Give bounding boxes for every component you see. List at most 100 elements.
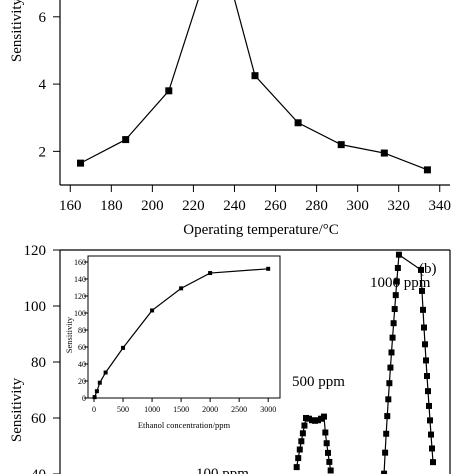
- pulse-1000ppm-point: [386, 380, 393, 387]
- panel-b-label: (b): [419, 261, 437, 277]
- panel-b-y-tick-label: 120: [24, 243, 47, 259]
- pulse-1000ppm-point: [423, 357, 429, 364]
- panel-a-x-tick-label: 220: [182, 198, 205, 214]
- panel-a: 160 180 200 220 240 260 280 300 320 340 2 4 6 Operat…: [9, 0, 451, 238]
- inset-chart: 0 500 1000 1500 2000 2500 3000 0 20 40 60 80 100 120 1…: [64, 255, 281, 430]
- pulse-1000ppm-point: [392, 292, 399, 299]
- panel-a-data-point: [77, 159, 85, 167]
- panel-a-x-tick-label: 340: [428, 198, 451, 214]
- pulse-500ppm-point: [325, 449, 331, 456]
- pulse-1000ppm-point: [384, 413, 391, 420]
- inset-data-point: [97, 380, 102, 385]
- panel-b-y-tick-label: 100: [24, 299, 47, 315]
- pulse-1000ppm-point: [426, 402, 432, 409]
- pulse-500ppm-point: [293, 464, 300, 471]
- inset-y-tick-label: 100: [74, 309, 86, 318]
- panel-a-data-point: [122, 136, 130, 144]
- pulse-1000ppm-point: [427, 417, 433, 424]
- pulse-1000ppm-point: [385, 396, 392, 403]
- inset-x-label: Ethanol concentration/ppm: [138, 420, 231, 430]
- pulse-1000ppm-point: [381, 470, 388, 474]
- pulse-500ppm-point: [322, 429, 329, 436]
- inset-y-tick-label: 160: [74, 258, 86, 267]
- pulse-500ppm-point: [323, 440, 330, 447]
- response-curves: [293, 251, 436, 474]
- inset-x-tick-label: 2000: [202, 405, 218, 414]
- pulse-1000ppm-point: [425, 388, 431, 395]
- inset-data-point: [103, 370, 108, 375]
- panel-a-x-tick-label: 260: [264, 198, 287, 214]
- pulse-1000ppm-point: [389, 334, 396, 341]
- panel-b-y-label: Sensitivity: [9, 377, 25, 442]
- pulse-1000ppm-point: [394, 264, 401, 271]
- pulse-1000ppm-line: [383, 253, 434, 474]
- inset-data-point: [266, 266, 271, 271]
- inset-x-tick-label: 500: [117, 405, 129, 414]
- pulse-1000ppm-point: [395, 251, 402, 258]
- panel-b-y-tick-label: 40: [31, 467, 46, 474]
- pulse-1000ppm-point: [383, 430, 390, 437]
- panel-a-x-tick-label: 180: [100, 198, 123, 214]
- pulse-500ppm-point: [326, 458, 333, 465]
- inset-frame: [87, 255, 281, 399]
- inset-y-tick-label: 20: [78, 377, 86, 386]
- inset-data-point: [92, 395, 97, 400]
- panel-a-data-point: [337, 141, 345, 149]
- panel-a-x-tick-label: 200: [141, 198, 164, 214]
- panel-a-x-tick-label: 240: [223, 198, 246, 214]
- inset-x-tick-label: 1500: [173, 405, 189, 414]
- panel-a-data-point: [251, 72, 259, 80]
- panel-a-x-tick-label: 160: [59, 198, 82, 214]
- pulse-1000ppm-point: [422, 341, 428, 348]
- pulse-1000ppm-point: [419, 287, 425, 294]
- panel-a-x-label: Operating temperature/°C: [183, 222, 339, 238]
- pulse-500ppm-point: [327, 467, 334, 474]
- pulse-1000ppm-point: [418, 266, 424, 273]
- inset-data-point: [208, 271, 213, 276]
- inset-data-point: [150, 308, 155, 313]
- pulse-1000ppm-point: [390, 320, 397, 327]
- annotation-1000ppm: 1000 ppm: [370, 275, 431, 291]
- pulse-1000ppm-point: [424, 373, 430, 380]
- pulse-1000ppm-point: [430, 459, 436, 466]
- pulse-1000ppm-point: [420, 306, 426, 313]
- inset-y-tick-label: 120: [74, 292, 86, 301]
- annotation-100ppm: 100 ppm: [196, 466, 249, 474]
- pulse-1000ppm-point: [421, 324, 427, 331]
- pulse-1000ppm-point: [428, 431, 434, 438]
- inset-y-tick-label: 0: [82, 394, 86, 403]
- pulse-1000ppm-point: [393, 278, 400, 285]
- inset-x-tick-label: 1000: [144, 405, 160, 414]
- pulse-1000ppm-point: [388, 349, 395, 356]
- pulse-500ppm-point: [298, 438, 305, 445]
- pulse-500ppm-point: [296, 446, 303, 453]
- inset-data-point: [121, 345, 126, 350]
- pulse-1000ppm-point: [429, 445, 435, 452]
- inset-y-tick-label: 40: [78, 360, 86, 369]
- inset-y-tick-label: 80: [78, 326, 86, 335]
- panel-a-y-tick-label: 6: [39, 10, 47, 26]
- panel-a-data-point: [165, 87, 173, 95]
- panel-b-y-tick-label: 60: [31, 411, 46, 427]
- panel-a-series-line: [80, 0, 428, 171]
- panel-a-x-tick-label: 320: [387, 198, 410, 214]
- panel-b: 40 60 80 100 120 Sensitivity (b) 500 ppm 100…: [9, 243, 451, 474]
- panel-a-y-tick-label: 2: [39, 144, 47, 160]
- panel-a-y-label: Sensitivity: [9, 0, 25, 62]
- inset-y-label: Sensitivity: [64, 316, 74, 353]
- pulse-1000ppm-point: [391, 306, 398, 313]
- pulse-500ppm-point: [295, 455, 302, 462]
- inset-data-point: [179, 286, 184, 291]
- pulse-1000ppm-point: [387, 364, 394, 371]
- inset-x-tick-label: 0: [92, 405, 96, 414]
- panel-a-data-point: [380, 149, 388, 157]
- inset-x-tick-label: 2500: [231, 405, 247, 414]
- inset-data-point: [94, 389, 99, 394]
- pulse-500ppm-point: [321, 413, 327, 420]
- annotation-500ppm: 500 ppm: [292, 374, 345, 390]
- inset-y-tick-label: 140: [74, 275, 86, 284]
- panel-a-data-point: [294, 119, 302, 127]
- inset-y-tick-label: 60: [78, 343, 86, 352]
- panel-a-data-point: [423, 166, 431, 174]
